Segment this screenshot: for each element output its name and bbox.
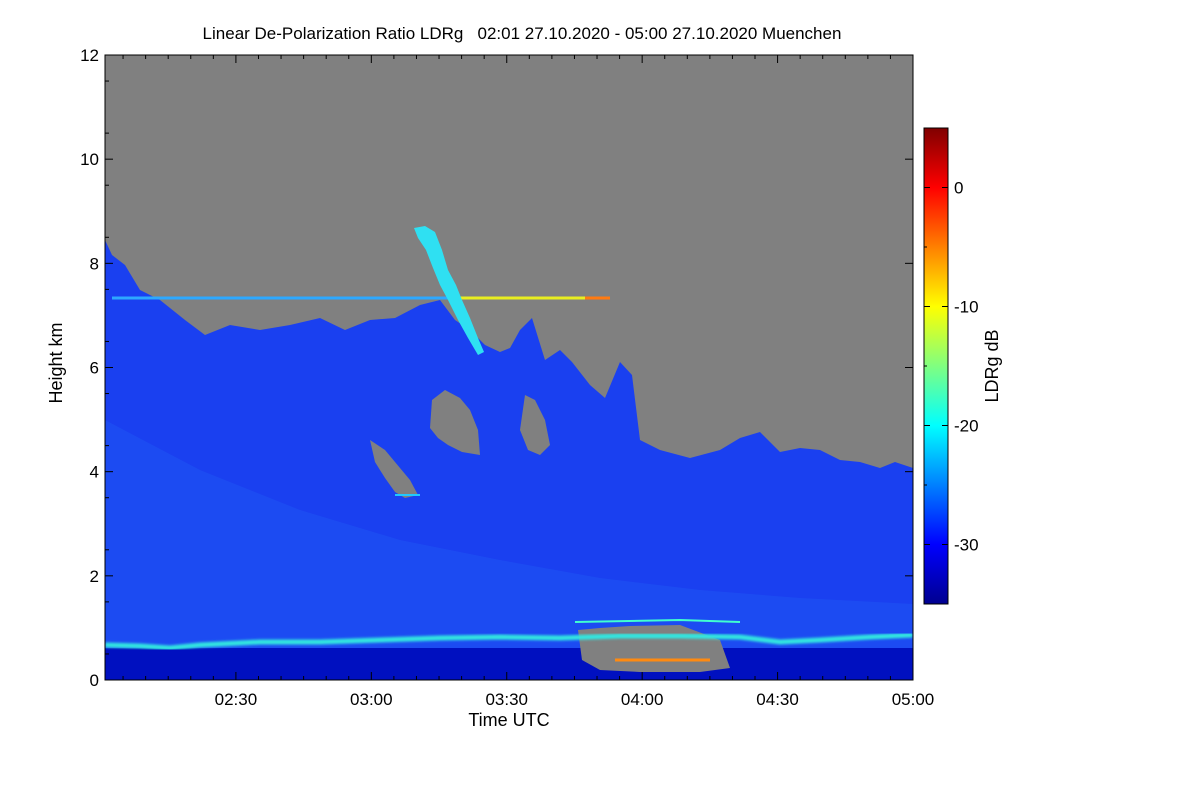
colorbar: 0 -10 -20 -30 LDRg dB (923, 127, 1002, 605)
layer-near-1km (574, 618, 741, 623)
chart-title: Linear De-Polarization Ratio LDRg 02:01 … (203, 24, 842, 43)
gap-region-1 (430, 390, 480, 455)
x-tick-label: 05:00 (892, 690, 935, 709)
colorbar-label: LDRg dB (982, 329, 1002, 402)
gap-region-2 (370, 440, 418, 498)
y-tick-label: 10 (80, 150, 99, 169)
colorbar-ticks: 0 -10 -20 -30 (924, 127, 979, 605)
colorbar-tick-label: -30 (954, 536, 979, 555)
y-axis: 0 2 4 6 8 10 12 (80, 46, 913, 690)
x-tick-label: 04:00 (621, 690, 664, 709)
x-tick-label: 03:30 (485, 690, 528, 709)
y-tick-label: 4 (90, 463, 99, 482)
y-tick-label: 6 (90, 359, 99, 378)
y-tick-label: 8 (90, 254, 99, 273)
colorbar-tick-label: -10 (954, 298, 979, 317)
colorbar-tick-label: 0 (954, 179, 963, 198)
dark-base-band (105, 648, 913, 680)
plot-area (104, 54, 914, 681)
lower-cloud-shading (105, 420, 913, 680)
fall-streak (414, 226, 484, 355)
gap-region-3 (520, 395, 550, 455)
x-axis-label: Time UTC (468, 710, 549, 730)
colorbar-gradient (923, 127, 949, 605)
y-tick-label: 0 (90, 671, 99, 690)
colorbar-tick-label: -20 (954, 417, 979, 436)
boundary-layer-line (105, 632, 913, 651)
x-axis: 02:30 03:00 03:30 04:00 04:30 05:00 (122, 55, 935, 709)
x-tick-label: 03:00 (350, 690, 393, 709)
y-tick-label: 12 (80, 46, 99, 65)
y-tick-label: 2 (90, 567, 99, 586)
x-tick-label: 04:30 (756, 690, 799, 709)
x-tick-label: 02:30 (215, 690, 258, 709)
y-axis-label: Height km (46, 322, 66, 403)
